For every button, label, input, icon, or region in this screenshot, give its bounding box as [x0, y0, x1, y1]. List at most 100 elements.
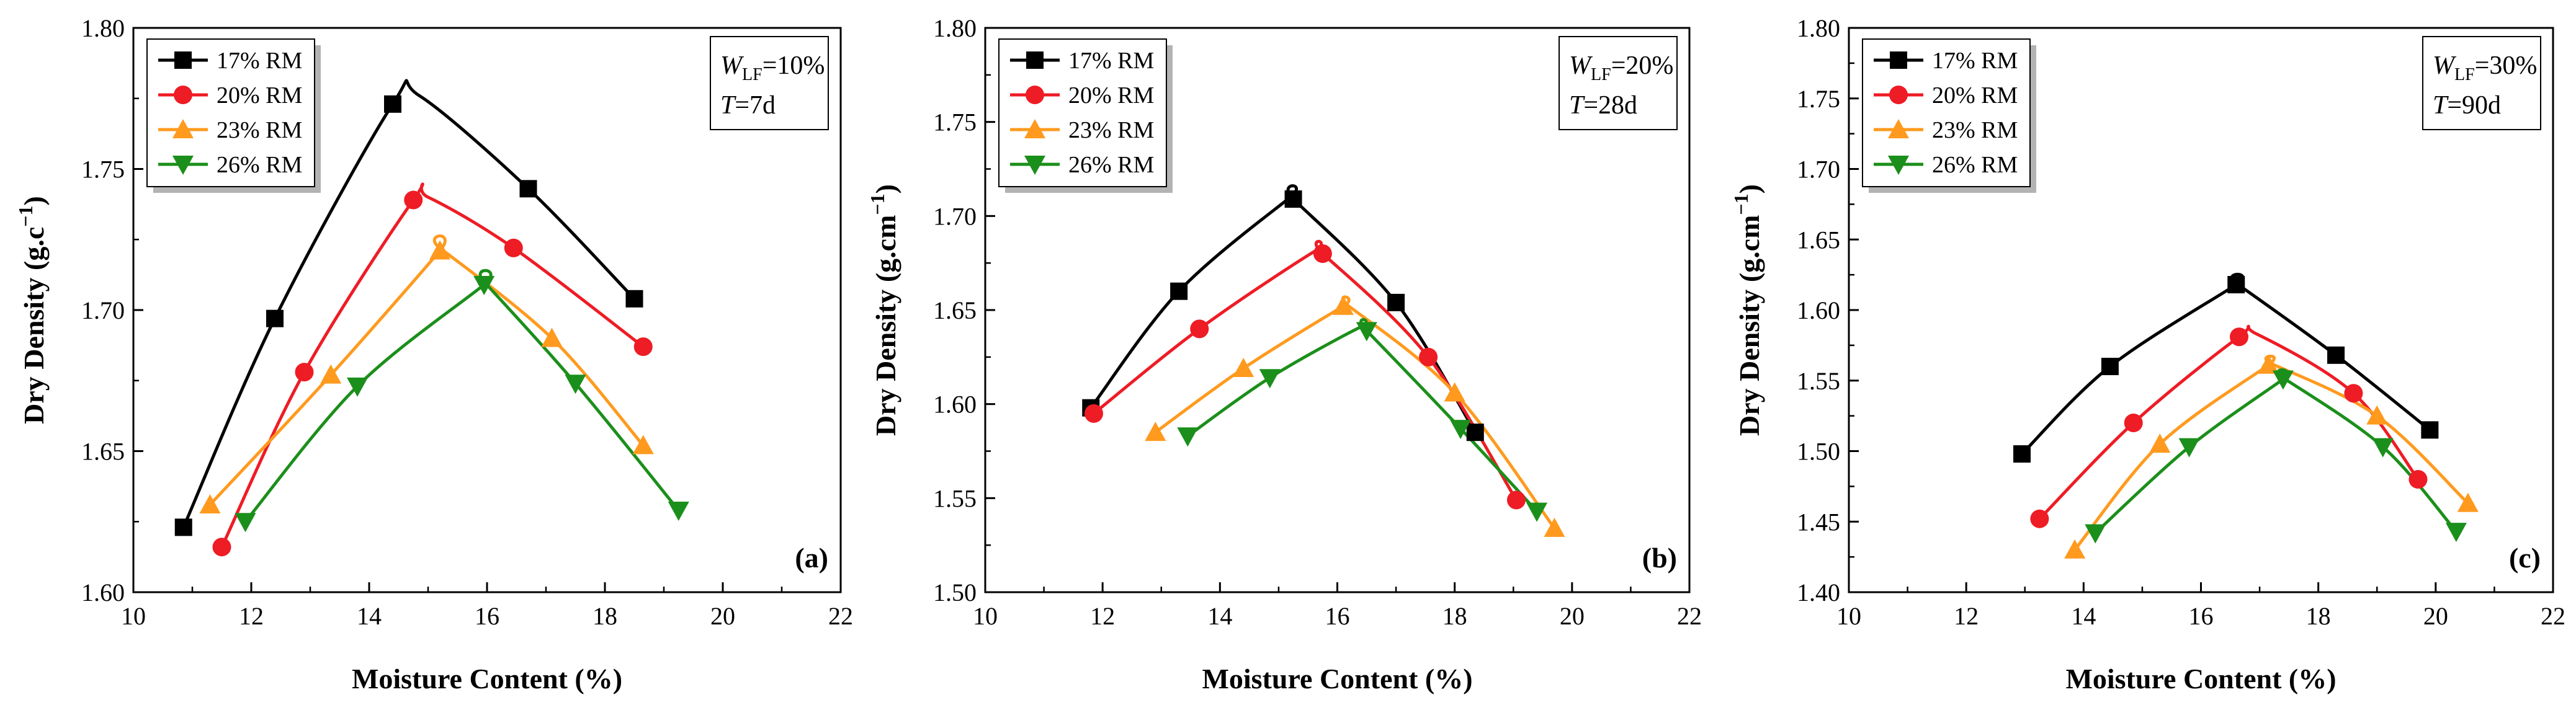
y-axis-title-exponent: −1	[1730, 193, 1752, 215]
x-tick-label: 16	[1325, 602, 1350, 630]
x-axis-title: Moisture Content (%)	[1202, 663, 1472, 694]
data-point	[2327, 346, 2345, 364]
annotation-w-subscript: LF	[742, 65, 763, 84]
series-line-1	[1089, 184, 1477, 433]
data-point	[2227, 276, 2245, 294]
x-axis-title: Moisture Content (%)	[2065, 663, 2336, 694]
x-tick-label: 12	[1090, 602, 1115, 630]
annotation-box	[2422, 36, 2541, 130]
y-tick-label: 1.75	[933, 109, 977, 136]
y-tick-label: 1.40	[1797, 579, 1840, 606]
legend-marker	[1890, 51, 1907, 69]
data-point	[1450, 420, 1472, 440]
data-point	[541, 327, 563, 347]
data-point	[2229, 327, 2248, 347]
x-tick-label: 18	[2306, 602, 2331, 630]
panel-label: (a)	[795, 542, 828, 574]
legend-marker	[1026, 86, 1044, 104]
x-tick-label: 18	[593, 602, 617, 630]
legend-marker	[1888, 156, 1909, 175]
data-point	[632, 435, 654, 455]
y-tick-label: 1.60	[933, 391, 977, 419]
data-point	[2085, 524, 2106, 544]
data-point	[2372, 438, 2394, 458]
data-point	[235, 513, 256, 533]
series-line-4	[244, 268, 680, 523]
y-axis-title: Dry Density (g.cm−1)	[866, 184, 901, 436]
x-tick-label: 22	[2541, 602, 2565, 630]
y-tick-label: 1.75	[1797, 85, 1840, 113]
data-point	[1444, 382, 1465, 402]
data-point	[1084, 404, 1103, 423]
data-point	[1466, 424, 1484, 442]
data-point	[2366, 405, 2388, 425]
legend-marker	[172, 156, 194, 175]
annotation-box	[1559, 36, 1678, 130]
y-tick-label: 1.55	[933, 484, 977, 512]
x-tick-label: 14	[357, 602, 382, 630]
y-tick-label: 1.50	[933, 579, 977, 606]
data-point	[473, 276, 495, 296]
annotation-w-symbol: W	[2433, 51, 2457, 80]
legend-label: 26% RM	[1932, 152, 2018, 178]
y-tick-label: 1.60	[81, 579, 125, 606]
series-line-3	[2073, 354, 2469, 551]
annotation-t-value: =90d	[2447, 91, 2501, 120]
data-point	[565, 375, 586, 394]
annotation-t-symbol: T	[2433, 91, 2449, 120]
y-axis-title-main: Dry Density (g.cm	[1733, 215, 1765, 436]
annotation-t-symbol: T	[720, 91, 736, 120]
annotation-t-value: =28d	[1583, 91, 1637, 120]
data-point	[2064, 539, 2086, 559]
legend-marker	[172, 119, 194, 138]
legend-label: 20% RM	[1068, 82, 1154, 109]
annotation-w-lf: WLF=20%	[1569, 51, 1673, 84]
x-axis-title: Moisture Content (%)	[352, 663, 622, 694]
legend-label: 17% RM	[1932, 48, 2018, 74]
data-point	[633, 337, 653, 357]
data-point	[2101, 358, 2119, 375]
legend-marker	[1889, 86, 1908, 104]
legend-marker	[1024, 119, 1045, 138]
x-tick-label: 22	[828, 602, 853, 630]
y-tick-label: 1.80	[81, 14, 125, 42]
x-tick-label: 10	[1836, 602, 1861, 630]
annotation-w-symbol: W	[720, 51, 745, 80]
data-point	[2272, 370, 2294, 390]
annotation-box	[710, 36, 829, 130]
annotation-w-symbol: W	[1569, 51, 1593, 80]
x-tick-label: 12	[1954, 602, 1979, 630]
series-line-2	[2038, 324, 2420, 520]
data-point	[1313, 244, 1332, 263]
data-point	[1177, 427, 1199, 447]
data-point	[1387, 293, 1405, 311]
y-axis-title-end: )	[870, 184, 901, 193]
x-tick-label: 14	[1207, 602, 1232, 630]
x-tick-label: 10	[121, 602, 146, 630]
panel-label: (b)	[1642, 542, 1677, 574]
legend-label: 17% RM	[217, 48, 302, 74]
annotation-time: T=28d	[1569, 91, 1637, 120]
y-tick-label: 1.65	[1797, 226, 1840, 254]
annotation-w-value: =10%	[763, 51, 825, 80]
y-axis-title-exponent: −1	[14, 206, 37, 227]
y-axis-title: Dry Density (g.c−1)	[14, 196, 50, 424]
annotation-w-lf: WLF=30%	[2433, 51, 2537, 84]
y-tick-label: 1.70	[81, 296, 125, 324]
x-tick-label: 22	[1677, 602, 1702, 630]
legend-label: 17% RM	[1068, 48, 1154, 74]
x-tick-label: 20	[710, 602, 735, 630]
data-point	[1526, 502, 1548, 522]
data-point	[429, 240, 450, 260]
series-line-3	[1154, 295, 1556, 530]
y-axis-title: Dry Density (g.cm−1)	[1730, 184, 1765, 436]
legend-marker	[1026, 51, 1044, 69]
y-axis-title-main: Dry Density (g.c	[18, 227, 50, 424]
x-tick-label: 12	[239, 602, 264, 630]
y-axis-title-exponent: −1	[866, 193, 888, 215]
data-point	[384, 95, 401, 113]
data-point	[2258, 354, 2279, 374]
annotation-w-lf: WLF=10%	[720, 51, 825, 84]
